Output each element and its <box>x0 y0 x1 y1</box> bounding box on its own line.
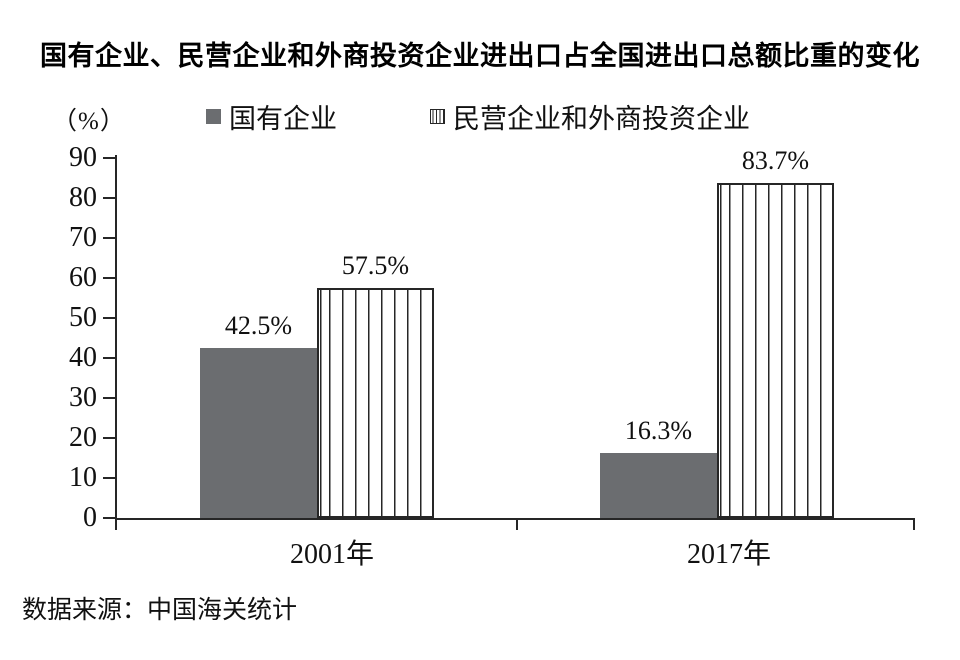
x-axis-tick <box>516 520 518 530</box>
bar-value-label-state-owned-2017年: 16.3% <box>624 415 693 445</box>
y-axis-tick <box>103 157 115 159</box>
bar-value-label-private-foreign-2001年: 57.5% <box>341 251 410 280</box>
y-axis-tick-label: 0 <box>83 502 97 533</box>
y-axis-tick <box>103 397 115 399</box>
y-axis-tick-label: 60 <box>69 262 97 293</box>
legend-swatch-solid-gray <box>206 108 221 124</box>
y-axis-tick <box>103 517 115 519</box>
y-axis-tick <box>103 277 115 279</box>
bar-private-foreign-2017年 <box>717 183 834 518</box>
chart-title: 国有企业、民营企业和外商投资企业进出口占全国进出口总额比重的变化 <box>40 41 920 71</box>
bar-private-foreign-2001年 <box>317 288 434 518</box>
legend-label-state-owned: 国有企业 <box>229 103 337 134</box>
y-axis-tick <box>103 237 115 239</box>
y-axis-tick-label: 20 <box>69 422 97 453</box>
bar-state-owned-2017年 <box>600 452 717 518</box>
y-axis-tick <box>103 357 115 359</box>
legend-label-private-foreign: 民营企业和外商投资企业 <box>453 103 750 134</box>
y-axis-tick <box>103 197 115 199</box>
bar-value-label-private-foreign-2017年: 83.7% <box>741 146 810 176</box>
bar-state-owned-2001年 <box>200 348 317 518</box>
y-axis-tick-label: 70 <box>69 222 97 253</box>
x-category-label-2001年: 2001年 <box>289 539 374 570</box>
x-category-label-2017年: 2017年 <box>686 539 771 570</box>
y-axis-tick <box>103 477 115 479</box>
y-axis-tick <box>103 317 115 319</box>
legend-swatch-striped <box>430 108 445 124</box>
bar-chart-plot-area: 0 10 20 30 40 50 60 70 80 90 42.5% 57.5% 2001年 16.3% 8… <box>69 142 915 570</box>
y-axis-tick-label: 50 <box>69 302 97 333</box>
bar-value-label-state-owned-2001年: 42.5% <box>224 311 293 340</box>
legend-item-private-foreign: 民营企业和外商投资企业 <box>430 99 750 134</box>
legend-item-state-owned: 国有企业 <box>206 99 337 134</box>
y-axis-foot-tick <box>115 520 117 530</box>
y-axis-tick-label: 80 <box>69 182 97 213</box>
x-axis-tick <box>913 520 915 530</box>
data-source-note: 数据来源：中国海关统计 <box>22 597 298 624</box>
y-axis-tick-label: 10 <box>69 462 97 493</box>
y-axis-tick <box>103 437 115 439</box>
y-axis-tick-label: 90 <box>69 142 97 173</box>
y-axis-tick-label: 40 <box>69 342 97 373</box>
y-axis-unit-label: （%） <box>52 108 126 135</box>
y-axis-tick-label: 30 <box>69 382 97 413</box>
